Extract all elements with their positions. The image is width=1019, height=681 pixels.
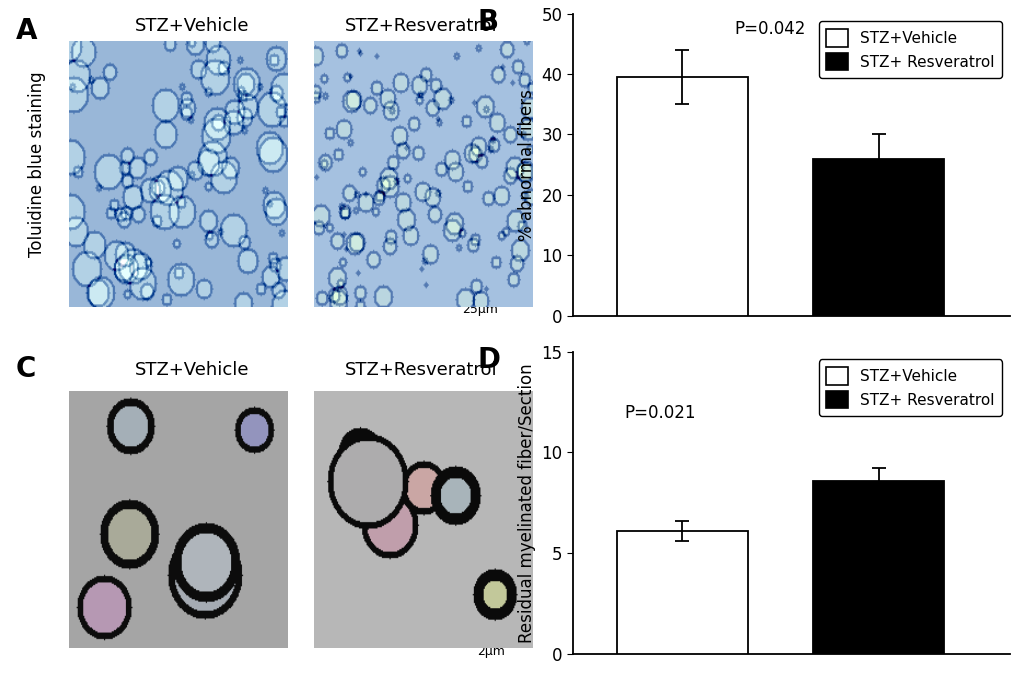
Text: STZ+Resveratrol: STZ+Resveratrol (344, 361, 497, 379)
Text: D: D (477, 346, 499, 374)
Text: B: B (477, 7, 497, 35)
Text: STZ+Vehicle: STZ+Vehicle (135, 16, 249, 35)
Bar (616, 531, 747, 654)
Text: A: A (15, 16, 37, 45)
Legend: STZ+Vehicle, STZ+ Resveratrol: STZ+Vehicle, STZ+ Resveratrol (818, 360, 1002, 416)
Bar (812, 159, 944, 315)
Text: 25μm: 25μm (462, 304, 497, 317)
Text: P=0.042: P=0.042 (734, 20, 805, 37)
Legend: STZ+Vehicle, STZ+ Resveratrol: STZ+Vehicle, STZ+ Resveratrol (818, 21, 1002, 78)
Text: C: C (15, 355, 36, 383)
Text: P=0.021: P=0.021 (624, 405, 696, 422)
Text: 2μm: 2μm (476, 645, 504, 658)
Y-axis label: % abnormal fibers: % abnormal fibers (518, 89, 535, 240)
Y-axis label: Residual myelinated fiber/Section: Residual myelinated fiber/Section (518, 363, 535, 643)
Text: STZ+Resveratrol: STZ+Resveratrol (344, 16, 497, 35)
Bar (616, 77, 747, 315)
Text: Toluidine blue staining: Toluidine blue staining (28, 72, 46, 257)
Text: STZ+Vehicle: STZ+Vehicle (135, 361, 249, 379)
Bar (812, 481, 944, 654)
